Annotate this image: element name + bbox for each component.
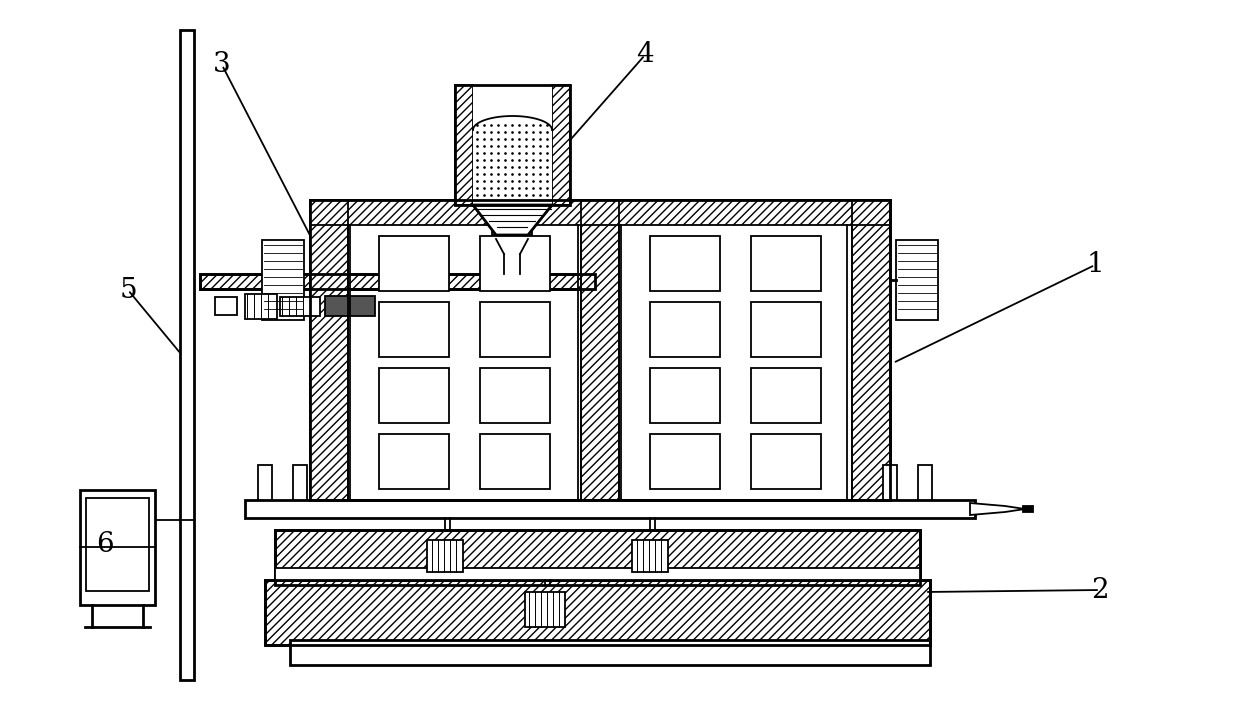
Bar [480,434,551,489]
Bar [650,236,720,291]
Bar [310,200,348,500]
Bar [1023,506,1033,512]
Text: 5: 5 [119,277,136,304]
Bar [480,368,551,423]
Bar [200,274,595,289]
Bar [552,85,570,205]
Bar [293,465,308,500]
Bar [751,368,821,423]
Bar [180,30,193,680]
Bar [246,500,975,518]
Bar [280,297,320,316]
Bar [480,236,551,291]
Bar [525,592,565,627]
Bar [480,302,551,357]
Bar [650,368,720,423]
Bar [472,85,552,205]
Bar [852,200,890,500]
Bar [275,568,920,580]
Bar [262,240,304,320]
Bar [275,530,920,585]
Bar [379,434,449,489]
Bar [455,85,472,205]
Bar [200,274,595,289]
Text: 6: 6 [97,532,114,559]
Text: 4: 4 [636,41,653,68]
Bar [325,296,374,316]
Bar [379,236,449,291]
Bar [632,540,668,572]
Bar [86,498,149,591]
Bar [918,465,932,500]
Bar [310,200,890,225]
Bar [650,434,720,489]
Bar [427,540,463,572]
Bar [275,530,920,585]
Bar [751,302,821,357]
Bar [883,465,897,500]
Bar [650,302,720,357]
Bar [310,200,890,500]
Polygon shape [472,205,552,235]
Bar [81,490,155,605]
Text: 1: 1 [1086,252,1104,279]
Bar [751,434,821,489]
Bar [897,240,937,320]
Text: 3: 3 [213,51,231,78]
Bar [751,236,821,291]
Bar [215,297,237,315]
Polygon shape [970,503,1025,515]
Bar [246,294,277,319]
Bar [310,200,890,500]
Bar [379,302,449,357]
Bar [258,465,272,500]
Bar [290,640,930,665]
Bar [492,200,532,235]
Bar [379,368,449,423]
Bar [582,200,619,500]
Bar [455,85,570,205]
Bar [265,580,930,645]
Bar [265,580,930,645]
Text: 2: 2 [1091,577,1109,604]
